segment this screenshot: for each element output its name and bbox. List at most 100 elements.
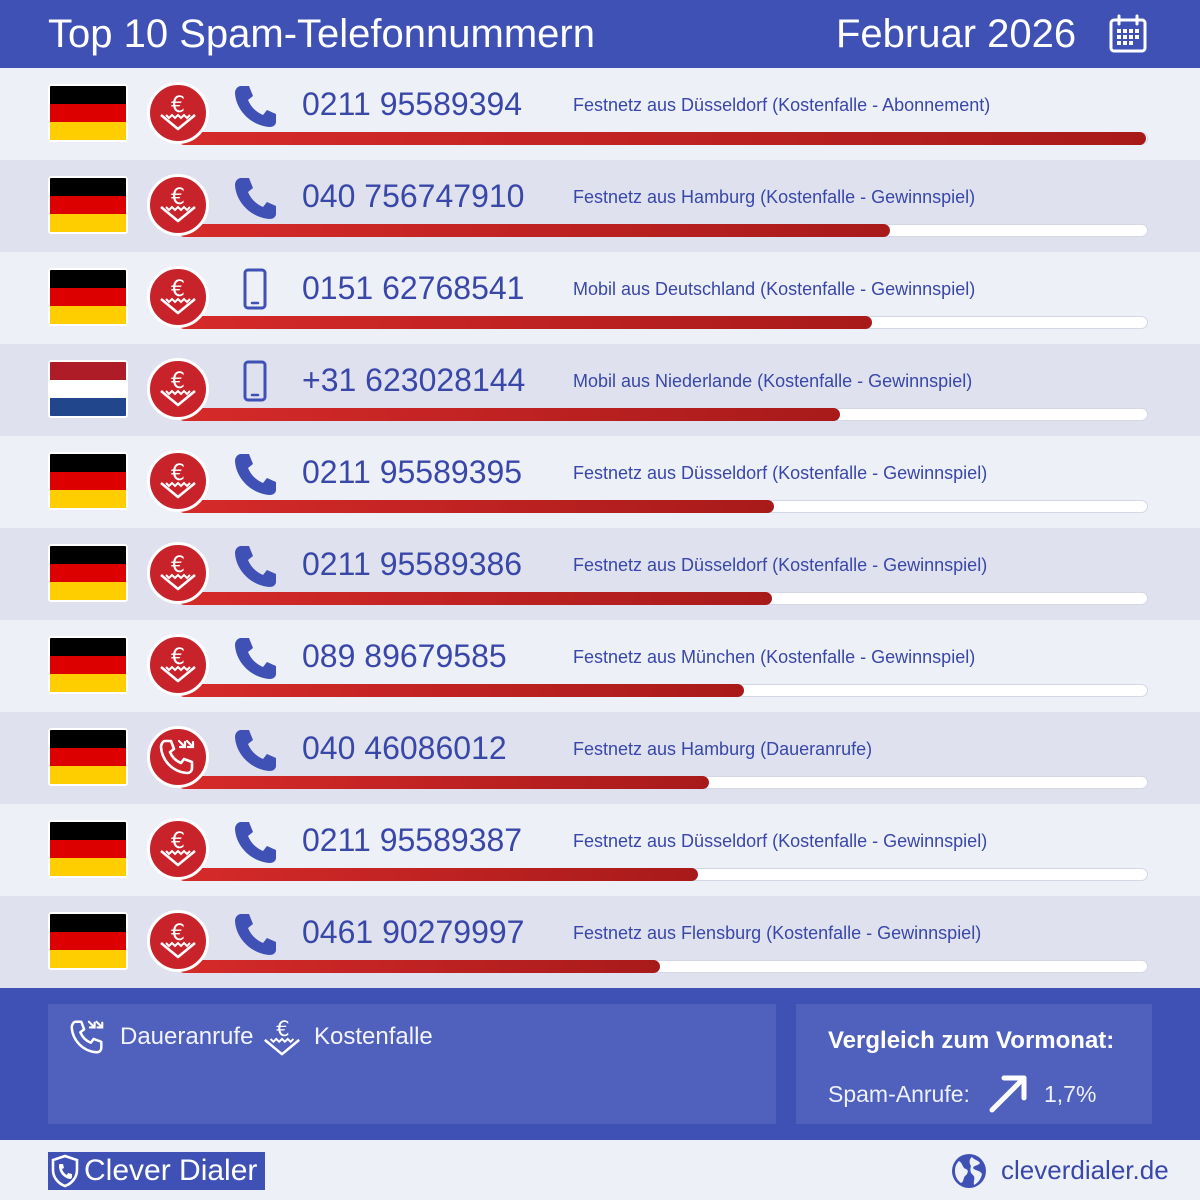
- number-description: Festnetz aus Düsseldorf (Kostenfalle - A…: [573, 95, 991, 115]
- level-bar-fill: [178, 408, 840, 421]
- footer: Clever Dialer cleverdialer.de: [0, 1140, 1200, 1200]
- kostenfalle-icon: €: [147, 818, 209, 880]
- brand-name: Clever Dialer: [84, 1154, 258, 1187]
- flag-germany-icon: [48, 268, 128, 326]
- list-item: €0211 95589394 Festnetz aus Düsseldorf (K…: [0, 68, 1200, 160]
- kostenfalle-icon: €: [147, 82, 209, 144]
- phone-number[interactable]: 0461 90279997: [302, 914, 525, 950]
- list-item: 040 46086012 Festnetz aus Hamburg (Dauera…: [0, 712, 1200, 804]
- legend-kostenfalle-label: Kostenfalle: [314, 1023, 433, 1050]
- phone-number[interactable]: +31 623028144: [302, 362, 526, 398]
- arrow-up-right-icon: [989, 1075, 1027, 1113]
- number-description: Festnetz aus Flensburg (Kostenfalle - Ge…: [573, 923, 982, 943]
- globe-icon: [952, 1154, 986, 1188]
- list-item: €0211 95589387 Festnetz aus Düsseldorf (K…: [0, 804, 1200, 896]
- phone-number[interactable]: 0151 62768541: [302, 270, 525, 306]
- kostenfalle-icon: €: [147, 266, 209, 328]
- number-description: Festnetz aus Hamburg (Kostenfalle - Gewi…: [573, 187, 976, 207]
- comparison-heading: Vergleich zum Vormonat:: [828, 1027, 1115, 1054]
- phone-number[interactable]: 0211 95589386: [302, 546, 523, 582]
- kostenfalle-icon: €: [147, 542, 209, 604]
- flag-germany-icon: [48, 728, 128, 786]
- level-bar-fill: [178, 224, 890, 237]
- svg-text:€: €: [171, 829, 185, 854]
- comparison-value: 1,7%: [1044, 1081, 1097, 1107]
- flag-germany-icon: [48, 176, 128, 234]
- landline-phone-icon: [235, 822, 276, 863]
- brand-logo[interactable]: Clever Dialer: [48, 1152, 265, 1190]
- comparison-key: Spam-Anrufe:: [828, 1081, 970, 1107]
- spam-number-list: €0211 95589394 Festnetz aus Düsseldorf (K…: [0, 68, 1200, 988]
- landline-phone-icon: [235, 178, 276, 219]
- level-bar-fill: [178, 868, 698, 881]
- svg-text:€: €: [171, 921, 185, 946]
- legend: Daueranrufe € Kostenfalle: [48, 1004, 776, 1124]
- daueranrufe-icon: [70, 1020, 104, 1054]
- landline-phone-icon: [235, 546, 276, 587]
- landline-phone-icon: [235, 914, 276, 955]
- flag-germany-icon: [48, 820, 128, 878]
- kostenfalle-icon: €: [264, 1017, 300, 1056]
- kostenfalle-icon: €: [147, 174, 209, 236]
- level-bar-fill: [178, 776, 709, 789]
- landline-phone-icon: [235, 730, 276, 771]
- website-link[interactable]: cleverdialer.de: [1001, 1155, 1169, 1185]
- month-label: Februar 2026: [836, 12, 1077, 56]
- number-description: Festnetz aus Hamburg (Daueranrufe): [573, 739, 873, 759]
- landline-phone-icon: [235, 638, 276, 679]
- phone-number[interactable]: 040 46086012: [302, 730, 507, 766]
- flag-germany-icon: [48, 84, 128, 142]
- daueranrufe-icon: [147, 726, 209, 788]
- phone-number[interactable]: 0211 95589387: [302, 822, 523, 858]
- list-item: €0211 95589395 Festnetz aus Düsseldorf (K…: [0, 436, 1200, 528]
- svg-text:€: €: [171, 645, 185, 670]
- number-description: Festnetz aus München (Kostenfalle - Gewi…: [573, 647, 976, 667]
- list-item: €089 89679585 Festnetz aus München (Koste…: [0, 620, 1200, 712]
- kostenfalle-icon: €: [147, 358, 209, 420]
- comparison-panel: Vergleich zum Vormonat: Spam-Anrufe: 1,7…: [796, 1004, 1152, 1124]
- number-description: Mobil aus Niederlande (Kostenfalle - Gew…: [573, 371, 973, 391]
- svg-text:€: €: [171, 369, 185, 394]
- level-bar-fill: [178, 316, 872, 329]
- list-item: €0211 95589386 Festnetz aus Düsseldorf (K…: [0, 528, 1200, 620]
- landline-phone-icon: [235, 86, 276, 127]
- page-title: Top 10 Spam-Telefonnummern: [48, 12, 595, 56]
- landline-phone-icon: [235, 454, 276, 495]
- flag-germany-icon: [48, 636, 128, 694]
- phone-number[interactable]: 040 756747910: [302, 178, 525, 214]
- svg-text:€: €: [276, 1017, 289, 1041]
- number-description: Festnetz aus Düsseldorf (Kostenfalle - G…: [573, 555, 988, 575]
- list-item: €0151 62768541 Mobil aus Deutschland (Kos…: [0, 252, 1200, 344]
- level-bar-fill: [178, 960, 660, 973]
- number-description: Festnetz aus Düsseldorf (Kostenfalle - G…: [573, 831, 988, 851]
- list-item: € +31 623028144 Mobil aus Niederlande (Kos…: [0, 344, 1200, 436]
- legend-daueranrufe-label: Daueranrufe: [120, 1023, 254, 1050]
- mobile-phone-icon: [243, 268, 267, 310]
- header: Top 10 Spam-Telefonnummern Februar 2026: [0, 0, 1200, 68]
- flag-germany-icon: [48, 452, 128, 510]
- kostenfalle-icon: €: [147, 910, 209, 972]
- flag-germany-icon: [48, 544, 128, 602]
- svg-text:€: €: [171, 461, 185, 486]
- phone-number[interactable]: 0211 95589394: [302, 86, 523, 122]
- level-bar-fill: [178, 592, 772, 605]
- svg-text:€: €: [171, 553, 185, 578]
- list-item: €040 756747910 Festnetz aus Hamburg (Kost…: [0, 160, 1200, 252]
- flag-germany-icon: [48, 912, 128, 970]
- number-description: Festnetz aus Düsseldorf (Kostenfalle - G…: [573, 463, 988, 483]
- level-bar-fill: [178, 132, 1146, 145]
- phone-number[interactable]: 089 89679585: [302, 638, 507, 674]
- kostenfalle-icon: €: [147, 634, 209, 696]
- calendar-icon: [1109, 14, 1147, 53]
- kostenfalle-icon: €: [147, 450, 209, 512]
- level-bar-fill: [178, 684, 744, 697]
- svg-text:€: €: [171, 277, 185, 302]
- flag-netherlands-icon: [48, 360, 128, 418]
- list-item: €0461 90279997 Festnetz aus Flensburg (Ko…: [0, 896, 1200, 988]
- level-bar-fill: [178, 500, 774, 513]
- shield-phone-icon: [51, 1154, 79, 1188]
- mobile-phone-icon: [243, 360, 267, 402]
- svg-text:€: €: [171, 93, 185, 118]
- svg-text:€: €: [171, 185, 185, 210]
- phone-number[interactable]: 0211 95589395: [302, 454, 523, 490]
